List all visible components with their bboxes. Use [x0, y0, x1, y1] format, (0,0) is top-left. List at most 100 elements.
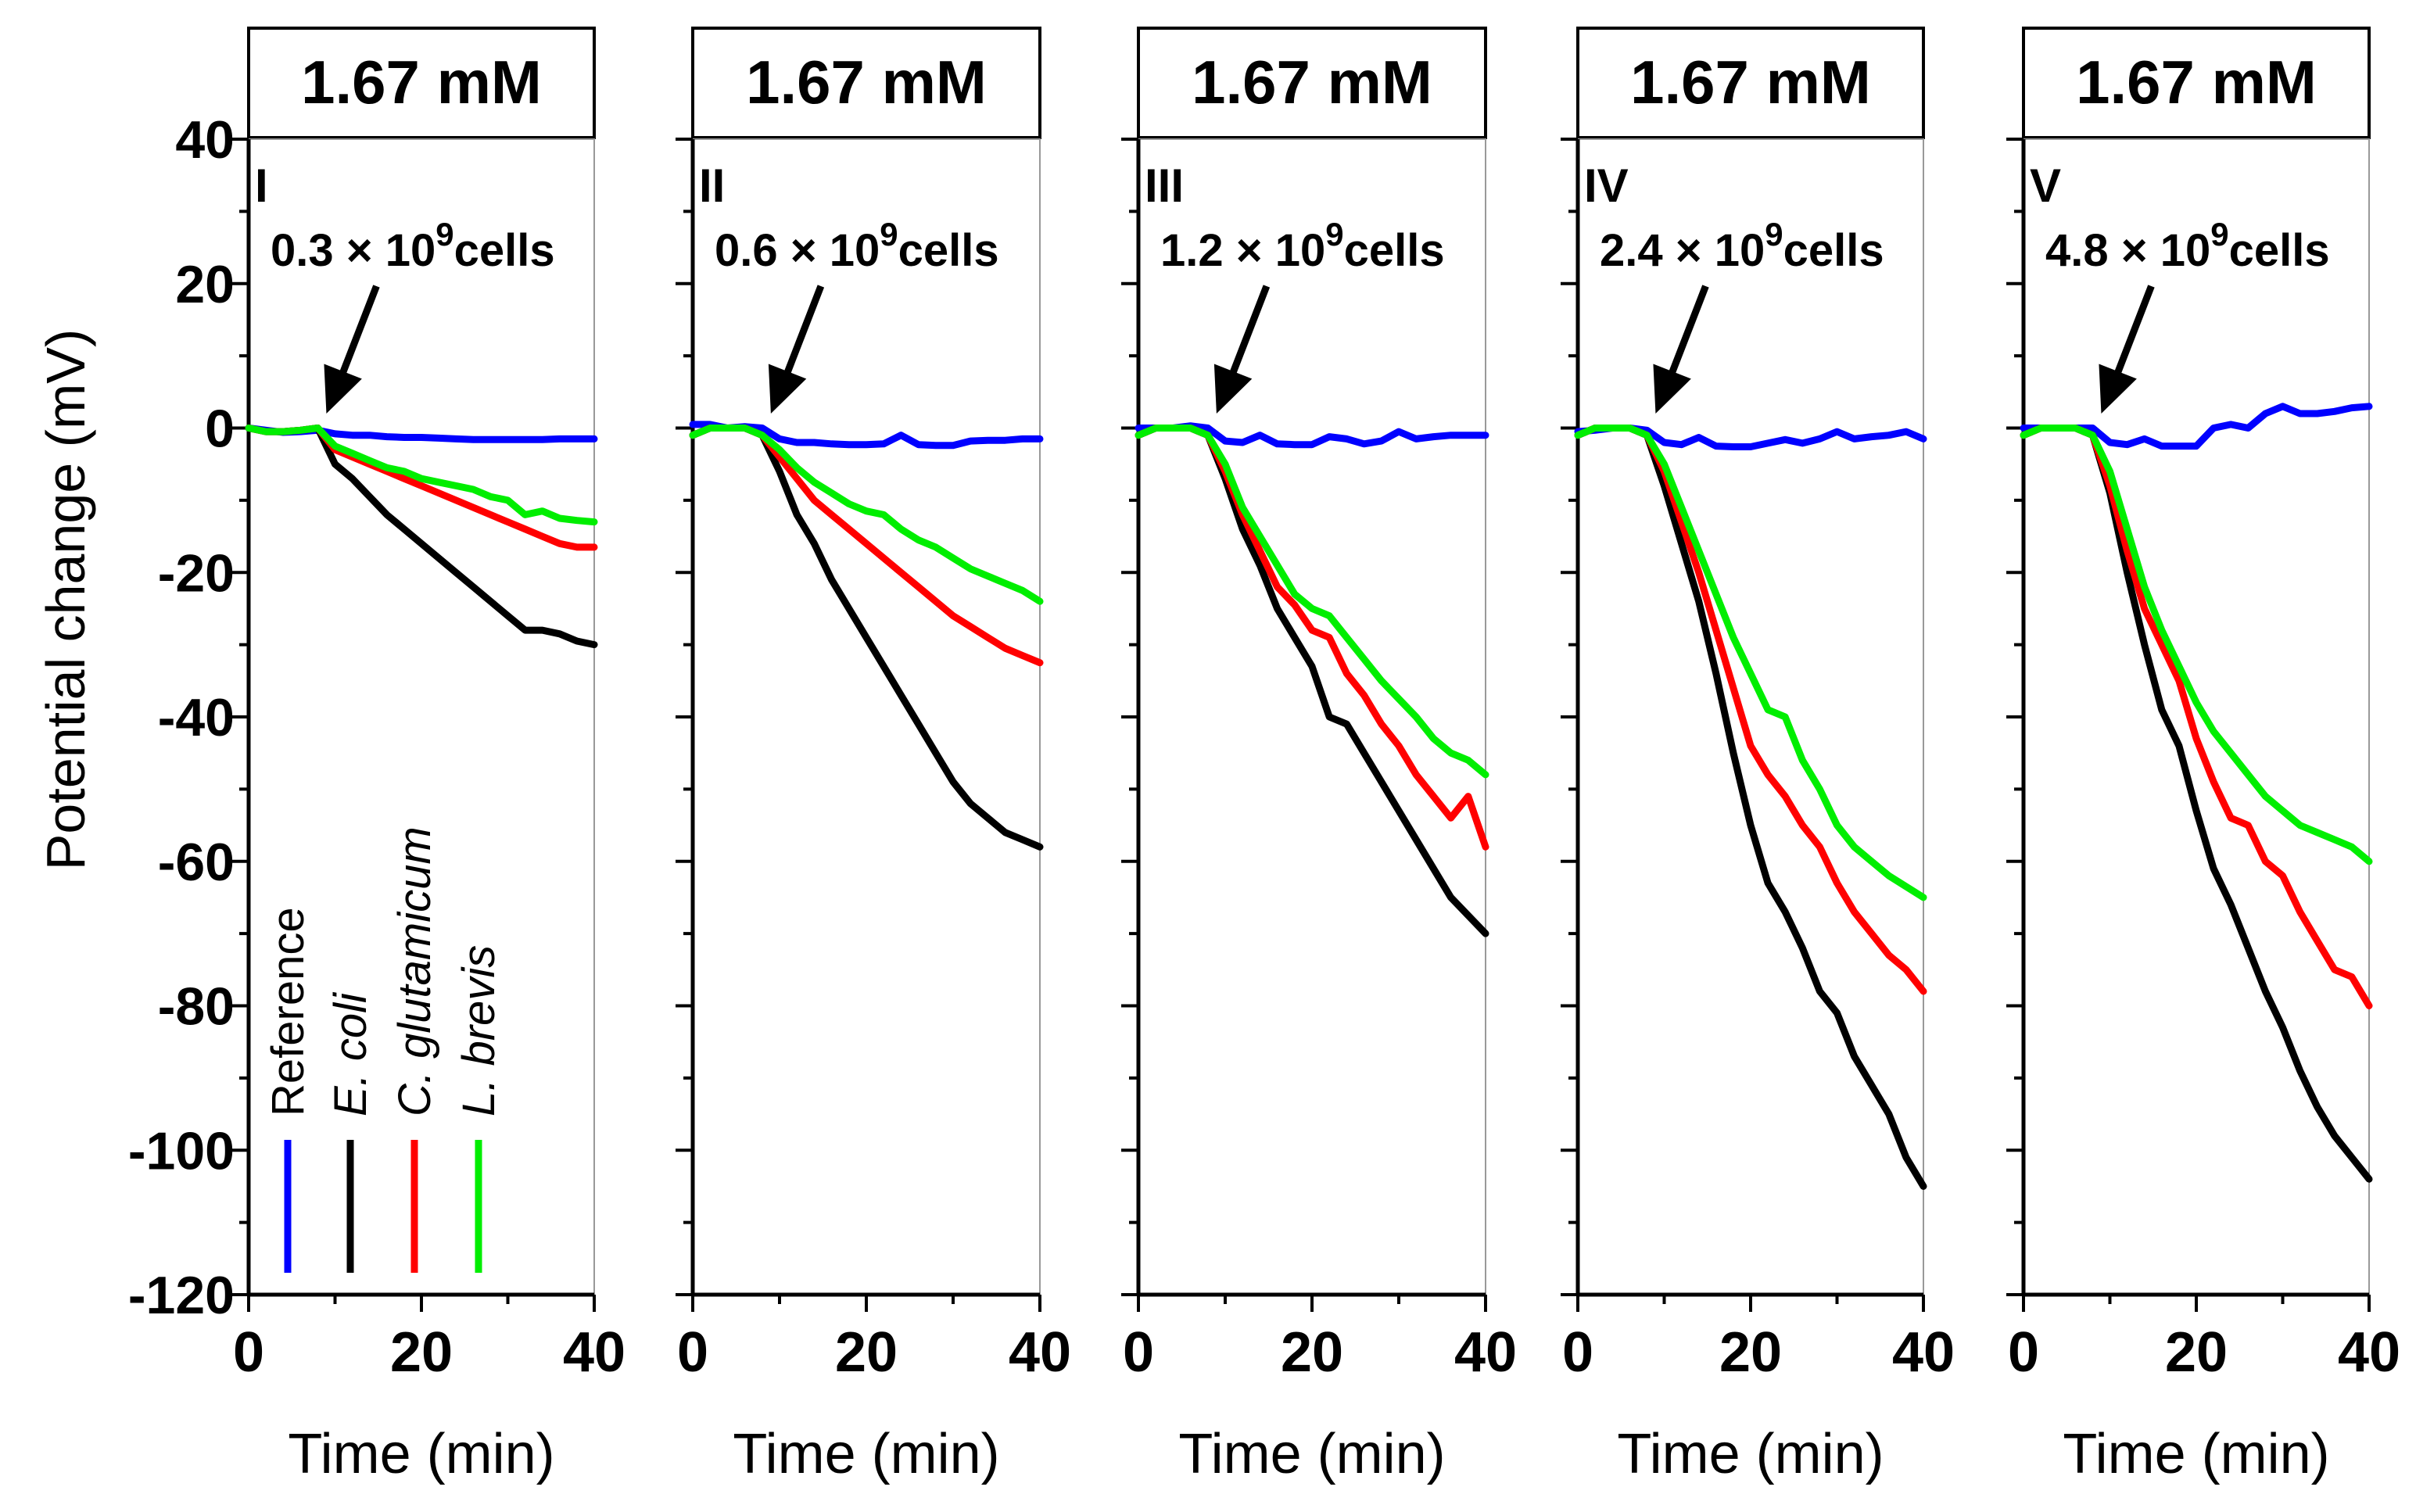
- panel-title-box: [691, 27, 1041, 139]
- x-axis-title: Time (min): [2063, 1423, 2329, 1485]
- x-tick-label: 40: [1009, 1321, 1071, 1384]
- panel-label: III: [1145, 159, 1184, 212]
- panel-label: II: [699, 159, 725, 212]
- y-tick-label: 40: [175, 110, 235, 170]
- annotation-prefix: 0.3 × 10: [271, 225, 436, 276]
- y-tick-label: 20: [175, 255, 235, 314]
- panel-title: 1.67 mM: [1192, 48, 1432, 116]
- plot-frame: [1577, 138, 1924, 1295]
- annotation-exponent: 9: [2210, 216, 2228, 253]
- annotation-prefix: 0.6 × 10: [715, 225, 880, 276]
- x-tick-label: 0: [677, 1321, 708, 1384]
- annotation-arrow-head: [768, 364, 807, 414]
- x-axis-title: Time (min): [288, 1423, 554, 1485]
- panel-title: 1.67 mM: [1630, 48, 1871, 116]
- legend-label: L. brevis: [453, 945, 504, 1116]
- y-tick-label: -120: [128, 1266, 235, 1325]
- annotation-suffix: cells: [898, 225, 999, 276]
- series-line-e-coli: [1135, 425, 1489, 937]
- plot-frame: [1138, 138, 1486, 1295]
- series-line-l-brevis: [689, 425, 1044, 605]
- x-tick-label: 0: [2008, 1321, 2039, 1384]
- annotation-arrow-head: [1653, 364, 1691, 414]
- series-line-c-glutamicum: [1574, 425, 1927, 995]
- annotation-exponent: 9: [1765, 216, 1783, 253]
- legend: Reference E. coli C. glutamicum L. brevis: [263, 826, 504, 1273]
- series-line-e-coli: [2020, 425, 2373, 1183]
- annotation-text: 2.4 × 109cells: [1600, 216, 1884, 276]
- x-tick-label: 0: [233, 1321, 264, 1384]
- legend-label: C. glutamicum: [389, 826, 440, 1116]
- panel-label: IV: [1584, 159, 1629, 212]
- series-line-c-glutamicum: [2020, 425, 2373, 1009]
- x-tick-label: 0: [1123, 1321, 1154, 1384]
- y-axis: 40 20 0 -20 -40 -60 -80 -100 -120: [128, 110, 235, 1325]
- annotation-arrow-head: [324, 364, 362, 414]
- annotation-text: 0.6 × 109cells: [715, 216, 999, 276]
- series-line-c-glutamicum: [1135, 425, 1489, 851]
- panel-title: 1.67 mM: [301, 48, 542, 116]
- annotation-exponent: 9: [436, 216, 453, 253]
- panel-title-box: [1137, 27, 1487, 139]
- x-axis-title: Time (min): [1617, 1423, 1884, 1485]
- x-tick-label: 20: [1719, 1321, 1782, 1384]
- x-tick-label: 20: [835, 1321, 898, 1384]
- y-tick-label: -20: [158, 543, 235, 603]
- legend-label: Reference: [263, 907, 314, 1116]
- annotation-exponent: 9: [1325, 216, 1343, 253]
- series-line-reference: [1135, 422, 1489, 449]
- annotation-arrow-shaft: [778, 285, 825, 389]
- annotation-exponent: 9: [880, 216, 898, 253]
- annotation-prefix: 4.8 × 10: [2045, 225, 2210, 276]
- series-line-l-brevis: [245, 425, 598, 526]
- panel-label: I: [255, 159, 268, 212]
- x-tick-label: 40: [1454, 1321, 1517, 1384]
- panel-title: 1.67 mM: [2076, 48, 2317, 116]
- annotation-arrow-shaft: [334, 285, 380, 389]
- annotation-arrow-head: [1213, 364, 1253, 414]
- annotation-suffix: cells: [1783, 225, 1884, 276]
- annotation-text: 4.8 × 109cells: [2045, 216, 2330, 276]
- panel-title-box: [247, 27, 596, 139]
- panel-title-box: [1576, 27, 1925, 139]
- annotation-suffix: cells: [1344, 225, 1445, 276]
- annotation-arrow-shaft: [1663, 285, 1709, 389]
- series-line-c-glutamicum: [689, 425, 1044, 667]
- annotation-text: 0.3 × 109cells: [271, 216, 555, 276]
- x-axis-title: Time (min): [1178, 1423, 1445, 1485]
- x-tick-label: 40: [2338, 1321, 2400, 1384]
- series-line-l-brevis: [1135, 425, 1489, 779]
- plot-frame: [2023, 138, 2370, 1295]
- y-tick-label: -100: [128, 1121, 235, 1181]
- annotation-prefix: 1.2 × 10: [1160, 225, 1325, 276]
- annotation-suffix: cells: [2229, 225, 2330, 276]
- annotation-suffix: cells: [454, 225, 555, 276]
- panel-title: 1.67 mM: [746, 48, 987, 116]
- y-tick-label: 0: [205, 399, 235, 459]
- x-tick-label: 40: [1892, 1321, 1955, 1384]
- plot-frame: [692, 138, 1041, 1295]
- annotation-arrow-shaft: [2109, 285, 2155, 389]
- y-axis-title: Potential change (mV): [35, 329, 96, 871]
- series-line-l-brevis: [1574, 425, 1927, 901]
- x-tick-label: 0: [1562, 1321, 1593, 1384]
- x-tick-label: 40: [563, 1321, 626, 1384]
- x-tick-label: 20: [1281, 1321, 1343, 1384]
- series-line-l-brevis: [2020, 425, 2373, 865]
- panel-label: V: [2030, 159, 2061, 212]
- x-tick-label: 20: [2165, 1321, 2228, 1384]
- panel-title-box: [2022, 27, 2371, 139]
- annotation-arrow-head: [2099, 364, 2137, 414]
- y-tick-label: -40: [158, 688, 235, 747]
- annotation-text: 1.2 × 109cells: [1160, 216, 1445, 276]
- y-tick-label: -60: [158, 833, 235, 892]
- annotation-arrow-shaft: [1224, 285, 1271, 389]
- series-line-e-coli: [1574, 425, 1927, 1190]
